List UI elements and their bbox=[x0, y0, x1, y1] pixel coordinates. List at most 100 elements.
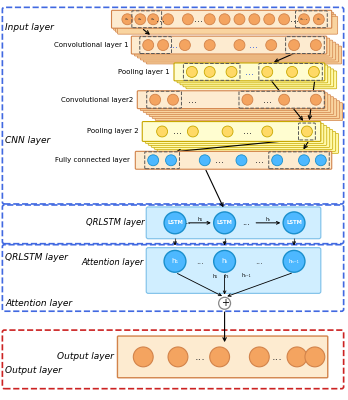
Circle shape bbox=[283, 250, 305, 272]
Text: Convolutional layer 1: Convolutional layer 1 bbox=[54, 42, 128, 48]
Circle shape bbox=[210, 347, 230, 367]
Circle shape bbox=[283, 212, 305, 234]
Circle shape bbox=[182, 14, 193, 25]
Circle shape bbox=[315, 155, 326, 166]
Circle shape bbox=[164, 250, 186, 272]
Text: ...: ... bbox=[255, 155, 264, 165]
FancyBboxPatch shape bbox=[149, 99, 337, 116]
Text: LSTM: LSTM bbox=[167, 220, 183, 225]
Text: ...: ... bbox=[263, 95, 272, 105]
Circle shape bbox=[187, 66, 197, 77]
Circle shape bbox=[305, 347, 325, 367]
Circle shape bbox=[222, 126, 233, 137]
Circle shape bbox=[234, 40, 245, 50]
Text: QRLSTM layer: QRLSTM layer bbox=[5, 253, 68, 262]
FancyBboxPatch shape bbox=[183, 69, 334, 87]
Circle shape bbox=[204, 66, 215, 77]
FancyBboxPatch shape bbox=[135, 151, 332, 169]
Text: Pooling layer 2: Pooling layer 2 bbox=[87, 128, 138, 134]
Text: hₙ₋₁: hₙ₋₁ bbox=[288, 259, 299, 264]
Text: ...: ... bbox=[243, 218, 250, 227]
Text: ...: ... bbox=[290, 14, 299, 24]
Circle shape bbox=[164, 212, 186, 234]
Text: hₙ₋₁: hₙ₋₁ bbox=[242, 273, 251, 278]
Circle shape bbox=[266, 40, 277, 50]
Text: Convolutional layer2: Convolutional layer2 bbox=[61, 97, 133, 103]
FancyBboxPatch shape bbox=[134, 38, 330, 56]
Text: ...: ... bbox=[194, 14, 203, 24]
Text: x₃: x₃ bbox=[151, 17, 155, 21]
Text: ...: ... bbox=[245, 67, 254, 77]
Text: h₁: h₁ bbox=[197, 217, 202, 222]
FancyBboxPatch shape bbox=[131, 36, 327, 54]
Circle shape bbox=[143, 40, 154, 50]
FancyBboxPatch shape bbox=[155, 103, 343, 120]
Text: Attention layer: Attention layer bbox=[82, 258, 144, 267]
Circle shape bbox=[180, 40, 190, 50]
FancyBboxPatch shape bbox=[111, 10, 332, 28]
Circle shape bbox=[214, 212, 236, 234]
Circle shape bbox=[301, 126, 313, 137]
Text: ...: ... bbox=[215, 155, 224, 165]
FancyBboxPatch shape bbox=[148, 126, 327, 145]
Text: CNN layer: CNN layer bbox=[5, 136, 50, 145]
Circle shape bbox=[226, 66, 237, 77]
Circle shape bbox=[187, 126, 198, 137]
Circle shape bbox=[236, 155, 247, 166]
FancyBboxPatch shape bbox=[154, 130, 333, 149]
Circle shape bbox=[308, 66, 319, 77]
Circle shape bbox=[199, 155, 210, 166]
FancyBboxPatch shape bbox=[186, 71, 337, 89]
Circle shape bbox=[204, 40, 215, 50]
FancyBboxPatch shape bbox=[140, 93, 328, 111]
Text: ...: ... bbox=[168, 40, 177, 50]
Text: QRLSTM layer: QRLSTM layer bbox=[86, 218, 144, 227]
Text: ...: ... bbox=[156, 14, 165, 24]
Circle shape bbox=[249, 14, 260, 25]
Text: ...: ... bbox=[255, 257, 263, 266]
Circle shape bbox=[287, 347, 307, 367]
Circle shape bbox=[299, 155, 309, 166]
Circle shape bbox=[250, 347, 269, 367]
Text: hₙ: hₙ bbox=[266, 217, 271, 222]
Circle shape bbox=[288, 40, 300, 50]
Circle shape bbox=[272, 155, 283, 166]
Circle shape bbox=[148, 155, 159, 166]
FancyBboxPatch shape bbox=[143, 95, 331, 113]
FancyBboxPatch shape bbox=[152, 101, 340, 118]
Circle shape bbox=[219, 297, 230, 309]
Text: ...: ... bbox=[272, 352, 283, 362]
Circle shape bbox=[166, 155, 176, 166]
Text: Output layer: Output layer bbox=[57, 352, 113, 362]
Circle shape bbox=[264, 14, 275, 25]
FancyBboxPatch shape bbox=[146, 248, 321, 293]
FancyBboxPatch shape bbox=[151, 128, 330, 147]
Circle shape bbox=[314, 14, 324, 25]
Circle shape bbox=[158, 40, 168, 50]
FancyBboxPatch shape bbox=[142, 122, 321, 142]
Text: xₙ: xₙ bbox=[317, 17, 321, 21]
Text: h₁: h₁ bbox=[171, 258, 179, 264]
Circle shape bbox=[167, 94, 179, 105]
FancyBboxPatch shape bbox=[113, 12, 334, 30]
Circle shape bbox=[279, 14, 290, 25]
Text: LSTM: LSTM bbox=[217, 220, 232, 225]
Text: Attention layer: Attention layer bbox=[5, 299, 72, 308]
Circle shape bbox=[122, 14, 133, 25]
Circle shape bbox=[279, 94, 290, 105]
Circle shape bbox=[299, 14, 309, 25]
Text: h₁: h₁ bbox=[212, 274, 217, 279]
Text: +: + bbox=[221, 298, 229, 308]
Text: Fully connected layer: Fully connected layer bbox=[55, 157, 130, 163]
Circle shape bbox=[168, 347, 188, 367]
Text: xₙ₋₁: xₙ₋₁ bbox=[300, 17, 308, 21]
Circle shape bbox=[157, 126, 167, 137]
FancyBboxPatch shape bbox=[180, 67, 331, 85]
FancyBboxPatch shape bbox=[145, 124, 324, 143]
Circle shape bbox=[310, 40, 321, 50]
Text: hₜ: hₜ bbox=[224, 274, 229, 279]
FancyBboxPatch shape bbox=[174, 63, 325, 81]
Text: ...: ... bbox=[243, 126, 252, 136]
Text: ...: ... bbox=[194, 352, 205, 362]
Circle shape bbox=[133, 347, 153, 367]
